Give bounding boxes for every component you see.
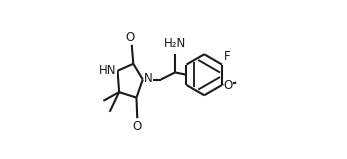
Text: H₂N: H₂N xyxy=(164,37,187,50)
Text: O: O xyxy=(133,120,142,133)
Text: HN: HN xyxy=(99,64,117,76)
Text: O: O xyxy=(224,79,233,92)
Text: O: O xyxy=(126,31,135,44)
Text: F: F xyxy=(224,50,230,63)
Text: N: N xyxy=(144,72,153,85)
